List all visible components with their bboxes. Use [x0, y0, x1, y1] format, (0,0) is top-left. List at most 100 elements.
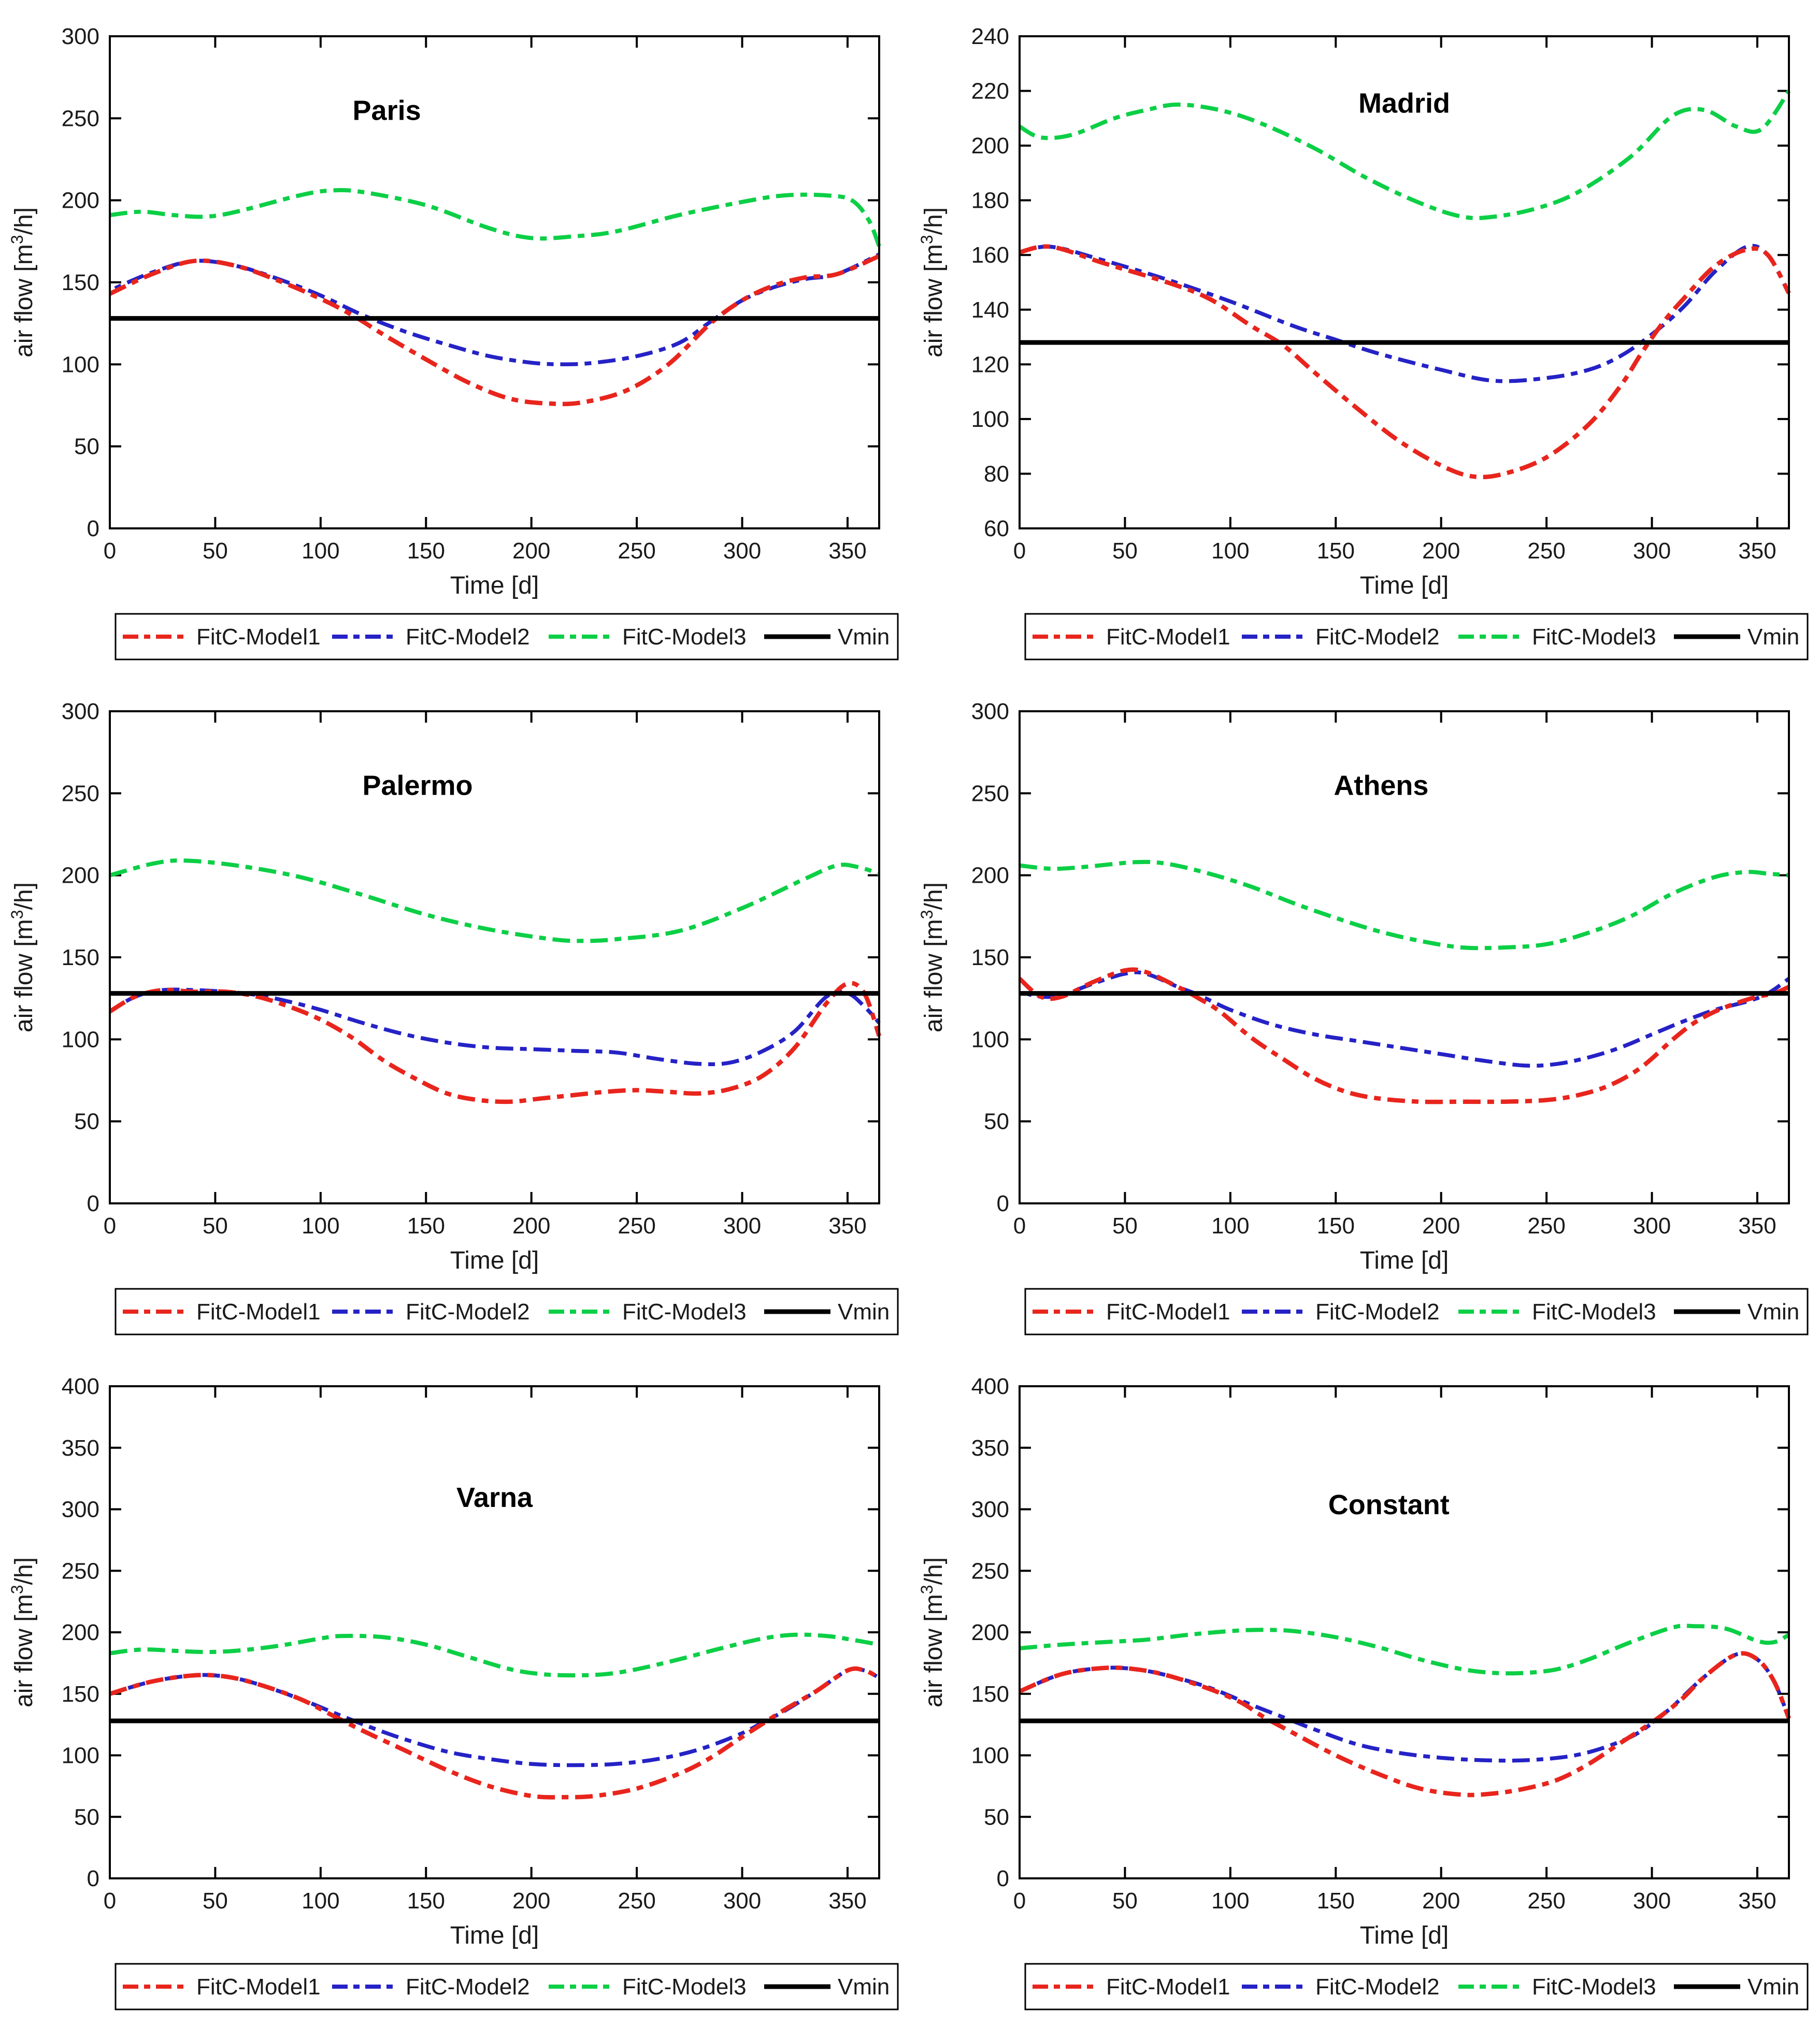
legend-label-vmin: Vmin	[838, 1974, 890, 2000]
legend-label-vmin: Vmin	[1747, 1299, 1799, 1325]
y-tick-label: 300	[971, 699, 1009, 724]
x-tick-label: 200	[1422, 1213, 1460, 1239]
legend-label-fitc-model1: FitC-Model1	[196, 1299, 321, 1325]
x-tick-label: 0	[1013, 538, 1026, 564]
legend: FitC-Model1 FitC-Model2 FitC-Model3 Vmin	[1024, 1963, 1809, 2010]
legend-label-fitc-model2: FitC-Model2	[1315, 624, 1440, 650]
y-tick-label: 100	[62, 1743, 99, 1769]
chart-title: Paris	[353, 95, 421, 126]
series-fitc-model2	[1019, 1651, 1791, 1763]
x-tick-label: 150	[407, 1213, 445, 1239]
x-tick-label: 100	[1211, 1213, 1249, 1239]
x-tick-label: 350	[828, 1213, 866, 1239]
chart-background	[910, 1350, 1819, 2025]
x-tick-label: 50	[1112, 538, 1138, 564]
x-axis-label: Time [d]	[1360, 572, 1449, 599]
y-tick-label: 250	[971, 1558, 1009, 1584]
chart-background	[910, 0, 1819, 675]
y-tick-label: 240	[971, 24, 1009, 49]
y-tick-label: 200	[971, 863, 1009, 888]
x-tick-label: 250	[1527, 1888, 1565, 1914]
chart-title: Varna	[456, 1482, 533, 1513]
y-tick-label: 50	[74, 1109, 99, 1134]
x-tick-label: 300	[723, 1888, 761, 1914]
x-tick-label: 350	[1738, 538, 1776, 564]
x-tick-label: 300	[723, 1213, 761, 1239]
legend: FitC-Model1 FitC-Model2 FitC-Model3 Vmin	[1024, 1288, 1809, 1335]
plot-border	[109, 1385, 880, 1879]
y-tick-label: 350	[62, 1435, 99, 1461]
x-tick-label: 0	[104, 538, 116, 564]
series-fitc-model3	[1019, 1623, 1790, 1676]
y-tick-label: 140	[971, 297, 1009, 323]
x-tick-label: 250	[618, 1888, 655, 1914]
legend-label-vmin: Vmin	[1747, 624, 1799, 650]
legend-label-fitc-model1: FitC-Model1	[1106, 1974, 1230, 2000]
x-tick-label: 0	[104, 1888, 116, 1914]
x-axis-label: Time [d]	[1360, 1922, 1449, 1949]
legend-label-fitc-model2: FitC-Model2	[406, 1299, 530, 1325]
y-tick-label: 50	[74, 1804, 99, 1830]
x-tick-label: 200	[1422, 538, 1460, 564]
legend-label-vmin: Vmin	[838, 624, 890, 650]
y-tick-label: 60	[984, 516, 1009, 541]
chart-background	[910, 675, 1819, 1350]
y-tick-label: 350	[971, 1435, 1009, 1461]
plot-border	[109, 35, 880, 529]
y-tick-label: 100	[971, 1027, 1009, 1052]
x-tick-label: 150	[1317, 538, 1355, 564]
legend: FitC-Model1 FitC-Model2 FitC-Model3 Vmin	[114, 1963, 899, 2010]
y-tick-label: 50	[984, 1804, 1009, 1830]
y-tick-label: 100	[971, 1743, 1009, 1769]
plot-border	[1019, 1385, 1790, 1879]
y-tick-label: 250	[62, 106, 99, 131]
x-tick-label: 150	[1317, 1888, 1355, 1914]
y-tick-label: 120	[971, 352, 1009, 377]
x-tick-label: 0	[1013, 1213, 1026, 1239]
x-tick-label: 300	[723, 538, 761, 564]
y-tick-label: 400	[62, 1374, 99, 1399]
legend: FitC-Model1 FitC-Model2 FitC-Model3 Vmin	[114, 1288, 899, 1335]
y-axis-label: air flow [m3/h]	[8, 1557, 38, 1707]
legend-label-vmin: Vmin	[838, 1299, 890, 1325]
legend: FitC-Model1 FitC-Model2 FitC-Model3 Vmin	[114, 613, 899, 660]
x-tick-label: 0	[1013, 1888, 1026, 1914]
y-tick-label: 180	[971, 188, 1009, 213]
legend-box	[1024, 1288, 1809, 1335]
y-tick-label: 200	[62, 863, 99, 888]
x-tick-label: 250	[1527, 538, 1565, 564]
chart-cell-paris: 0 50 100 150 200 250 300 350 0 50 100 150 200 250 300 P…	[0, 0, 910, 675]
series-fitc-model3	[109, 188, 881, 247]
chart-paris: 0 50 100 150 200 250 300 350 0 50 100 150 200 250 300 P…	[0, 0, 910, 675]
y-tick-label: 50	[984, 1109, 1009, 1134]
y-tick-label: 250	[62, 781, 99, 806]
y-tick-label: 80	[984, 461, 1009, 486]
series-fitc-model1	[1018, 967, 1790, 1104]
chart-madrid: 0 50 100 150 200 250 300 350 60 80 100 120 140 160 180…	[910, 0, 1819, 675]
x-tick-label: 200	[1422, 1888, 1460, 1914]
x-tick-label: 350	[828, 1888, 866, 1914]
y-tick-label: 150	[971, 945, 1009, 970]
chart-title: Palermo	[362, 770, 472, 801]
series-fitc-model2	[1019, 970, 1790, 1068]
chart-cell-varna: 0 50 100 150 200 250 300 350 0 50 100 150 200 250 300 3…	[0, 1350, 910, 2026]
chart-cell-madrid: 0 50 100 150 200 250 300 350 60 80 100 120 140 160 180…	[910, 0, 1820, 675]
x-tick-label: 100	[1211, 1888, 1249, 1914]
plot-border	[1019, 710, 1790, 1204]
y-tick-label: 200	[971, 133, 1009, 159]
chart-background	[0, 0, 910, 675]
x-tick-label: 250	[618, 538, 655, 564]
x-tick-label: 300	[1633, 538, 1671, 564]
x-tick-label: 250	[1527, 1213, 1565, 1239]
legend-label-fitc-model2: FitC-Model2	[1315, 1299, 1440, 1325]
x-axis-label: Time [d]	[1360, 1247, 1449, 1274]
chart-background	[0, 1350, 910, 2025]
series-fitc-model3	[1019, 859, 1789, 951]
chart-cell-athens: 0 50 100 150 200 250 300 350 0 50 100 150 200 250 300 A…	[910, 675, 1820, 1350]
series-fitc-model3	[109, 1632, 880, 1678]
x-tick-label: 100	[1211, 538, 1249, 564]
legend-label-fitc-model3: FitC-Model3	[622, 1299, 747, 1325]
x-tick-label: 100	[302, 538, 339, 564]
chart-athens: 0 50 100 150 200 250 300 350 0 50 100 150 200 250 300 A…	[910, 675, 1819, 1350]
